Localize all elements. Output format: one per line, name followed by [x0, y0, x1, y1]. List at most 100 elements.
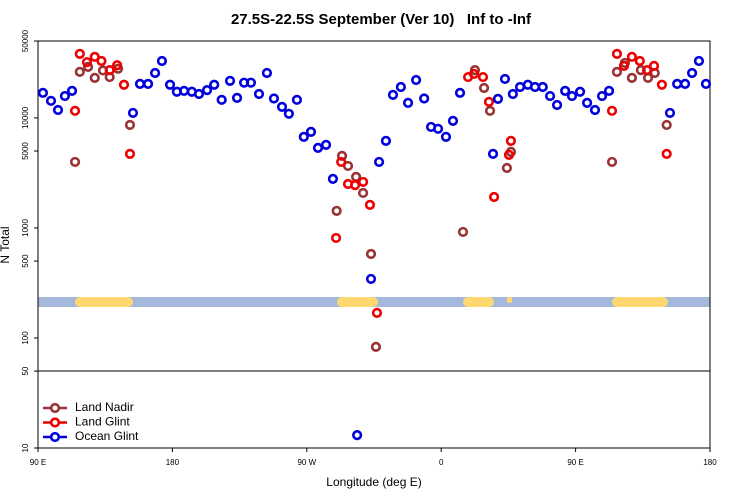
point	[124, 119, 136, 131]
point	[402, 97, 414, 108]
point	[134, 78, 146, 89]
y-tick-label: 100	[21, 331, 30, 345]
point	[96, 55, 107, 67]
point	[661, 119, 672, 131]
point	[686, 67, 698, 79]
chart-title: 27.5S-22.5S September (Ver 10) Inf to -I…	[231, 11, 532, 28]
point	[253, 88, 265, 100]
point	[387, 89, 399, 100]
point	[89, 72, 100, 83]
y-tick-label: 10000	[21, 106, 30, 129]
land-ocean-strip	[38, 297, 710, 307]
point	[505, 135, 517, 147]
point	[320, 139, 332, 150]
point	[124, 148, 136, 159]
point	[331, 205, 342, 216]
point	[411, 74, 422, 86]
point	[499, 73, 511, 85]
point	[432, 123, 444, 134]
point	[618, 60, 630, 71]
point	[276, 101, 288, 112]
point	[305, 126, 317, 138]
point	[700, 78, 712, 89]
point	[484, 105, 496, 116]
point	[357, 187, 369, 199]
point	[457, 226, 469, 238]
point	[468, 68, 480, 80]
point	[156, 55, 168, 67]
x-tick-label: 90 E	[567, 458, 583, 467]
point	[596, 90, 608, 102]
point	[478, 82, 490, 94]
point	[74, 66, 85, 77]
point	[336, 150, 348, 161]
point	[641, 64, 653, 76]
point	[118, 79, 130, 90]
point	[551, 99, 563, 111]
point	[365, 248, 377, 260]
point	[661, 148, 672, 159]
point	[201, 84, 213, 96]
point	[440, 131, 452, 143]
point	[330, 232, 342, 244]
point	[224, 75, 236, 86]
point	[693, 55, 705, 67]
point	[336, 156, 347, 168]
point	[357, 176, 369, 188]
point	[529, 81, 541, 93]
point	[327, 173, 339, 185]
point	[209, 79, 220, 90]
point	[104, 64, 115, 76]
x-tick-label: 90 E	[30, 458, 46, 467]
point	[664, 107, 676, 119]
x-tick-label: 180	[703, 458, 717, 467]
point	[606, 156, 618, 168]
y-tick-label: 5000	[21, 142, 30, 160]
y-tick-label: 1000	[21, 218, 30, 236]
point	[483, 96, 495, 107]
legend-label: Land Nadir	[75, 400, 134, 414]
point	[66, 85, 78, 96]
point	[589, 104, 601, 116]
legend-label: Land Glint	[75, 415, 130, 429]
point	[37, 87, 49, 98]
point	[634, 55, 645, 67]
point	[178, 85, 190, 96]
point	[566, 90, 578, 102]
point	[142, 78, 154, 89]
legend-marker	[49, 402, 61, 414]
point	[477, 71, 489, 83]
point	[626, 72, 637, 83]
point	[370, 341, 382, 352]
point	[611, 66, 623, 77]
x-tick-label: 0	[439, 458, 444, 467]
y-tick-label: 50000	[21, 29, 30, 52]
point	[74, 48, 85, 59]
point	[606, 105, 618, 116]
point	[193, 88, 205, 100]
point	[349, 180, 361, 191]
point	[447, 115, 459, 126]
point	[514, 81, 526, 93]
point	[291, 94, 303, 105]
point	[492, 93, 504, 104]
point	[560, 85, 571, 96]
legend-marker	[49, 417, 61, 428]
point	[149, 67, 161, 79]
point	[112, 60, 123, 71]
x-tick-label: 180	[166, 458, 180, 467]
point	[454, 87, 466, 98]
point	[45, 95, 57, 106]
x-axis-label: Longitude (deg E)	[326, 475, 421, 489]
legend-label: Ocean Glint	[75, 429, 139, 443]
point	[656, 79, 668, 90]
point	[69, 156, 81, 168]
point	[364, 199, 376, 210]
point	[164, 79, 176, 90]
y-tick-label: 50	[21, 366, 30, 375]
point	[268, 93, 280, 104]
point	[373, 156, 385, 168]
point	[648, 60, 660, 71]
x-tick-label: 90 W	[297, 458, 316, 467]
